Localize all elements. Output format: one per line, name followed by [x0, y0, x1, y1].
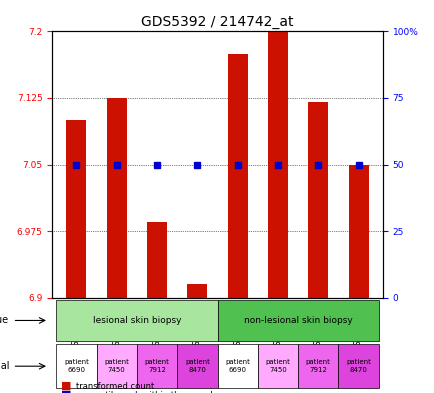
Text: individual: individual — [0, 361, 9, 371]
Text: patient
8470: patient 8470 — [184, 360, 209, 373]
Text: patient
7450: patient 7450 — [104, 360, 129, 373]
FancyBboxPatch shape — [217, 300, 378, 341]
FancyBboxPatch shape — [257, 344, 297, 388]
Text: percentile rank within the sample: percentile rank within the sample — [76, 391, 217, 393]
Bar — [227, 53, 247, 298]
FancyBboxPatch shape — [96, 344, 137, 388]
FancyBboxPatch shape — [137, 344, 177, 388]
Bar — [308, 103, 328, 298]
FancyBboxPatch shape — [217, 344, 257, 388]
FancyBboxPatch shape — [338, 344, 378, 388]
Bar — [147, 222, 167, 298]
Text: lesional skin biopsy: lesional skin biopsy — [92, 316, 181, 325]
Text: tissue: tissue — [0, 316, 9, 325]
Text: transformed count: transformed count — [76, 382, 154, 391]
Bar — [187, 284, 207, 298]
Text: ■: ■ — [61, 390, 71, 393]
Text: non-lesional skin biopsy: non-lesional skin biopsy — [243, 316, 352, 325]
Text: patient
7450: patient 7450 — [265, 360, 290, 373]
Text: patient
7912: patient 7912 — [144, 360, 169, 373]
Bar — [106, 98, 126, 298]
Text: patient
7912: patient 7912 — [305, 360, 330, 373]
Bar — [267, 31, 287, 298]
Text: ■: ■ — [61, 381, 71, 391]
Text: patient
6690: patient 6690 — [64, 360, 89, 373]
Title: GDS5392 / 214742_at: GDS5392 / 214742_at — [141, 15, 293, 29]
FancyBboxPatch shape — [56, 344, 96, 388]
FancyBboxPatch shape — [177, 344, 217, 388]
FancyBboxPatch shape — [297, 344, 338, 388]
Bar — [348, 165, 368, 298]
Bar — [66, 120, 86, 298]
FancyBboxPatch shape — [56, 300, 217, 341]
Text: patient
8470: patient 8470 — [345, 360, 370, 373]
Text: patient
6690: patient 6690 — [225, 360, 250, 373]
